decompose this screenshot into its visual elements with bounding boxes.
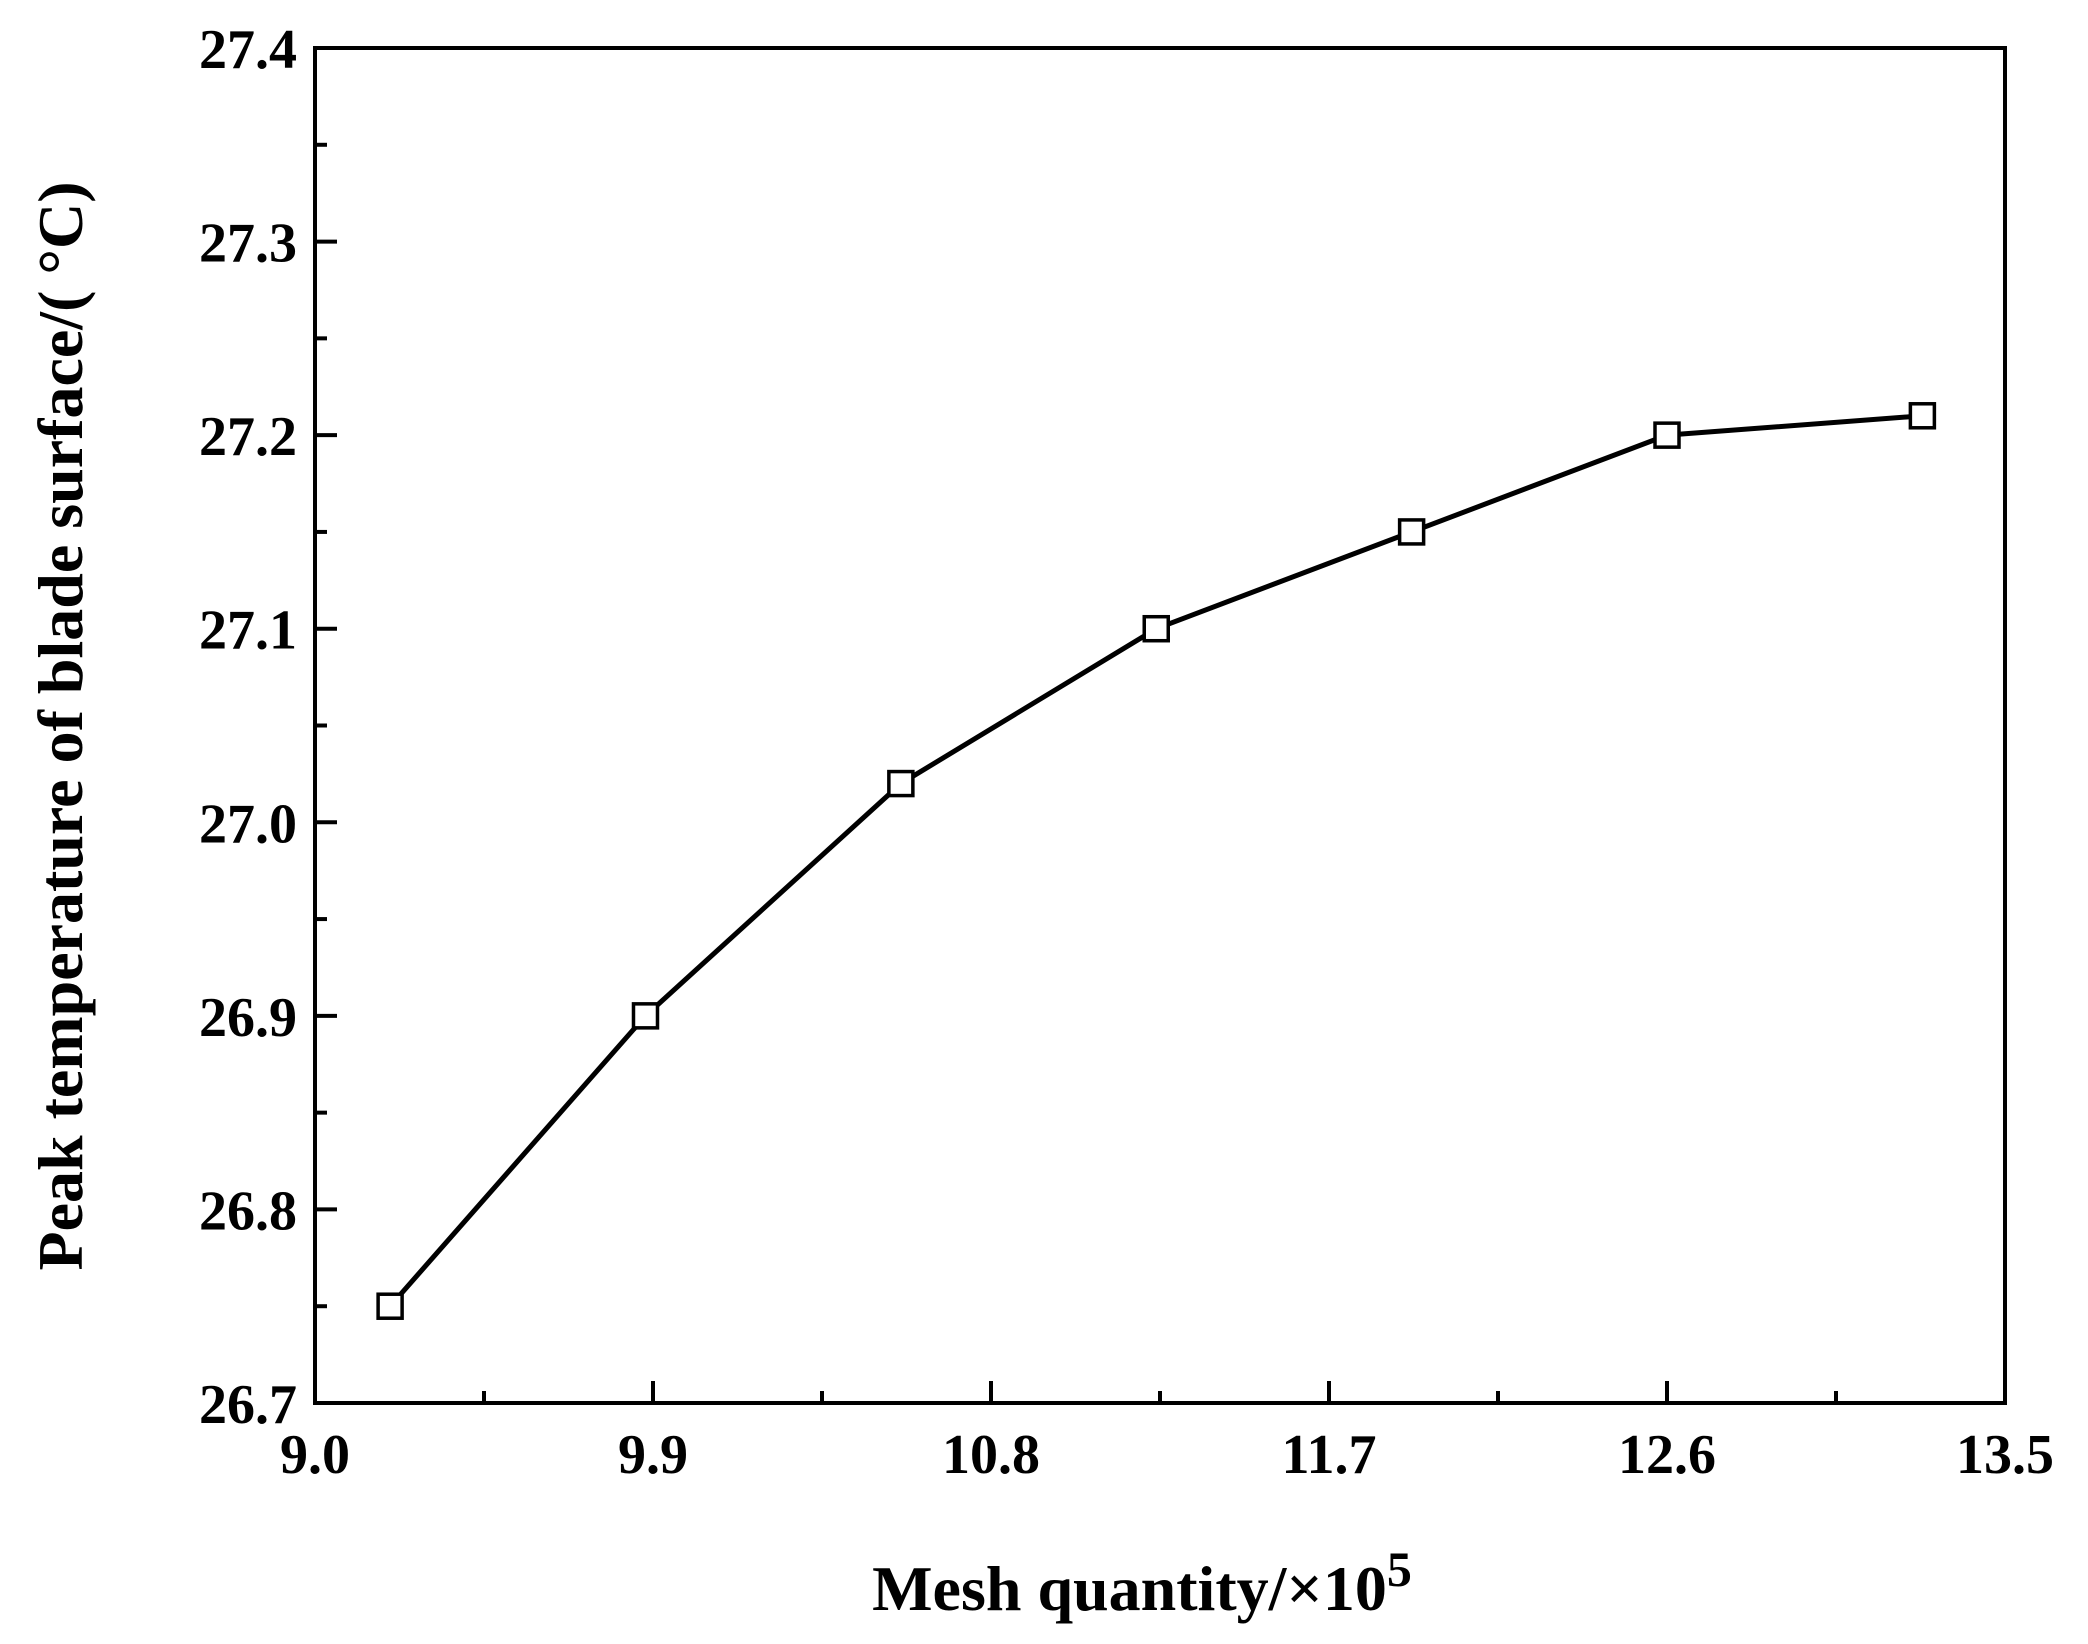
x-tick-label: 11.7 xyxy=(1282,1424,1377,1486)
y-tick-label: 26.9 xyxy=(199,987,297,1049)
x-axis-title: Mesh quantity/×105 xyxy=(872,1541,1412,1624)
data-point xyxy=(631,1002,660,1030)
y-tick-label: 27.4 xyxy=(199,19,297,81)
x-tick-label: 12.6 xyxy=(1618,1424,1716,1486)
x-tick-label: 13.5 xyxy=(1956,1424,2054,1486)
x-tick-label: 10.8 xyxy=(942,1424,1040,1486)
y-tick-label: 27.0 xyxy=(199,793,297,855)
y-tick-label: 26.7 xyxy=(199,1374,297,1436)
x-tick-label: 9.0 xyxy=(280,1424,350,1486)
y-axis-title: Peak temperature of blade surface/( °C) xyxy=(25,181,96,1270)
y-tick-label: 27.3 xyxy=(199,213,297,275)
data-point xyxy=(1142,614,1170,643)
y-tick-label: 26.8 xyxy=(199,1180,297,1242)
data-point xyxy=(1908,402,1937,430)
data-point xyxy=(887,769,915,798)
x-tick-label: 9.9 xyxy=(618,1424,688,1486)
plot-frame xyxy=(313,46,2007,1405)
series-group xyxy=(376,402,1937,1320)
data-point xyxy=(1653,421,1681,449)
y-tick-label: 27.1 xyxy=(199,600,297,662)
data-point xyxy=(1397,518,1426,546)
data-point xyxy=(376,1292,404,1320)
y-axis: 26.7 26.8 26.9 27.0 27.1 27.2 27.3 27.4 xyxy=(199,19,337,1436)
y-tick-label: 27.2 xyxy=(199,406,297,468)
series-line xyxy=(388,413,1923,1308)
x-axis: 9.0 9.9 10.8 11.7 12.6 13.5 xyxy=(280,1381,2054,1486)
